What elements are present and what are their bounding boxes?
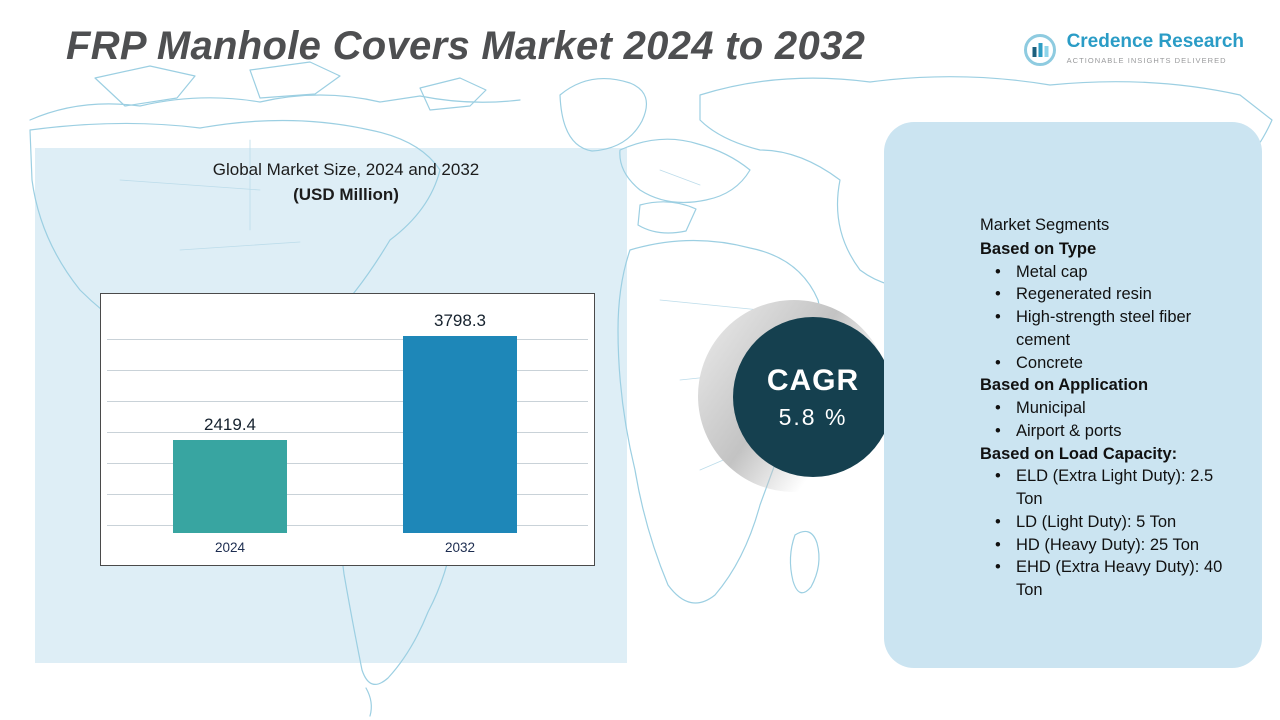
- segment-item: • EHD (Extra Heavy Duty): 40 Ton: [980, 556, 1238, 602]
- segment-item: • ELD (Extra Light Duty): 2.5 Ton: [980, 465, 1238, 511]
- bullet-icon: •: [995, 262, 1001, 281]
- segment-heading: Based on Load Capacity:: [980, 444, 1178, 463]
- segment-item: • Municipal: [980, 397, 1238, 420]
- segment-heading: Based on Application: [980, 376, 1149, 395]
- segment-item-label: Metal cap: [1016, 262, 1088, 281]
- cagr-label: CAGR: [766, 363, 860, 397]
- bar-2032: [403, 336, 517, 533]
- segment-heading: Based on Type: [980, 239, 1097, 258]
- logo-text: Credence Research Actionable Insights De…: [1066, 31, 1244, 65]
- segment-item-label: LD (Light Duty): 5 Ton: [1016, 512, 1177, 531]
- segment-item-label: Concrete: [1016, 353, 1083, 372]
- segment-item-label: EHD (Extra Heavy Duty): 40 Ton: [1016, 558, 1223, 600]
- bullet-icon: •: [995, 535, 1001, 554]
- cagr-badge: CAGR 5.8 %: [733, 317, 893, 477]
- chart-heading: Global Market Size, 2024 and 2032 (USD M…: [128, 160, 564, 205]
- segment-item-label: High-strength steel fiber cement: [1016, 308, 1192, 349]
- bar-column-2032: 3798.3 2032: [403, 311, 517, 555]
- cagr-value: 5.8 %: [778, 403, 848, 430]
- segment-item: • Regenerated resin: [980, 283, 1238, 306]
- segments-sections: Based on Type • Metal cap • Regenerated resi…: [980, 238, 1238, 602]
- bullet-icon: •: [995, 558, 1001, 577]
- logo-tagline: Actionable Insights Delivered: [1066, 55, 1227, 65]
- bullet-icon: •: [995, 512, 1001, 531]
- bar-value-2032: 3798.3: [434, 311, 486, 330]
- chart-heading-line1: Global Market Size, 2024 and 2032: [212, 160, 480, 179]
- bar-label-2024: 2024: [214, 540, 246, 555]
- page-title: FRP Manhole Covers Market 2024 to 2032: [66, 24, 866, 68]
- logo-name: Credence Research: [1066, 31, 1244, 52]
- segments-title: Market Segments: [980, 216, 1110, 234]
- chart-heading-line2: (USD Million): [293, 185, 399, 204]
- bullet-icon: •: [995, 421, 1001, 440]
- bullet-icon: •: [995, 399, 1001, 418]
- bullet-icon: •: [995, 467, 1001, 486]
- segment-item-label: Municipal: [1016, 399, 1086, 418]
- segment-item: • LD (Light Duty): 5 Ton: [980, 511, 1238, 534]
- market-segments-panel: Market Segments Based on Type • Metal cap •…: [884, 122, 1262, 668]
- bar-chart-panel: 2419.4 2024 3798.3 2032: [100, 293, 595, 566]
- segment-item: • High-strength steel fiber cement: [980, 306, 1238, 352]
- segment-item-label: HD (Heavy Duty): 25 Ton: [1016, 535, 1200, 554]
- segment-item: • Airport & ports: [980, 420, 1238, 443]
- bar-column-2024: 2419.4 2024: [173, 415, 287, 555]
- bullet-icon: •: [995, 308, 1001, 327]
- market-segments-content: Market Segments Based on Type • Metal cap •…: [980, 214, 1238, 602]
- segment-item: • Metal cap: [980, 261, 1238, 284]
- segment-item-label: ELD (Extra Light Duty): 2.5 Ton: [1016, 467, 1214, 509]
- credence-research-logo: Credence Research Actionable Insights De…: [1022, 31, 1244, 68]
- segment-item-label: Airport & ports: [1016, 421, 1122, 440]
- segment-item: • Concrete: [980, 352, 1238, 375]
- bar-2024: [173, 440, 287, 533]
- logo-chart-icon: [1023, 34, 1056, 66]
- bar-value-2024: 2419.4: [204, 415, 256, 434]
- segment-item-label: Regenerated resin: [1016, 285, 1152, 304]
- bullet-icon: •: [995, 285, 1001, 304]
- segment-item: • HD (Heavy Duty): 25 Ton: [980, 534, 1238, 557]
- bullet-icon: •: [995, 353, 1001, 372]
- bar-label-2032: 2032: [444, 540, 476, 555]
